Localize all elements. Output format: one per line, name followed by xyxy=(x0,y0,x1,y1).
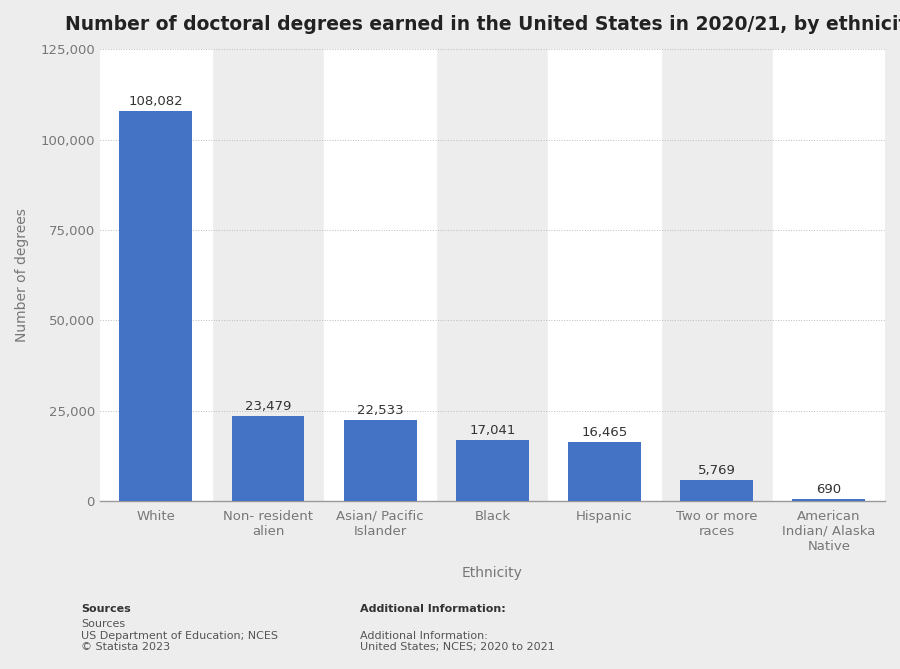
Text: 22,533: 22,533 xyxy=(357,404,403,417)
Text: 108,082: 108,082 xyxy=(129,95,183,108)
Bar xyxy=(456,440,529,501)
Text: 17,041: 17,041 xyxy=(469,423,516,437)
Bar xyxy=(120,110,193,501)
Bar xyxy=(344,419,417,501)
Bar xyxy=(680,480,753,501)
Text: 690: 690 xyxy=(816,483,842,496)
Bar xyxy=(231,416,304,501)
Text: 5,769: 5,769 xyxy=(698,464,735,478)
Text: Additional Information:: Additional Information: xyxy=(360,604,506,614)
Bar xyxy=(548,50,661,501)
Bar xyxy=(792,498,866,501)
Text: Sources
US Department of Education; NCES
© Statista 2023: Sources US Department of Education; NCES… xyxy=(81,619,278,652)
Text: 23,479: 23,479 xyxy=(245,401,292,413)
Text: 16,465: 16,465 xyxy=(581,425,627,439)
X-axis label: Ethnicity: Ethnicity xyxy=(462,567,523,581)
Text: Sources: Sources xyxy=(81,604,130,614)
Text: Additional Information:
United States; NCES; 2020 to 2021: Additional Information: United States; N… xyxy=(360,631,554,652)
Bar xyxy=(100,50,212,501)
Bar xyxy=(773,50,885,501)
Bar xyxy=(324,50,436,501)
Title: Number of doctoral degrees earned in the United States in 2020/21, by ethnicity: Number of doctoral degrees earned in the… xyxy=(65,15,900,34)
Y-axis label: Number of degrees: Number of degrees xyxy=(15,208,29,343)
Bar xyxy=(568,442,641,501)
